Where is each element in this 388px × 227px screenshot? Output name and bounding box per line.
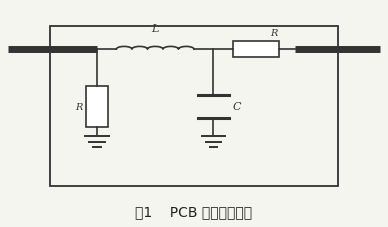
Text: C: C — [233, 102, 241, 112]
Text: R: R — [75, 102, 82, 111]
Text: R: R — [270, 29, 277, 37]
Text: 图1    PCB 走线等效电路: 图1 PCB 走线等效电路 — [135, 204, 253, 218]
Text: L: L — [151, 24, 159, 34]
Bar — [50, 27, 338, 186]
Bar — [86, 86, 108, 127]
Bar — [233, 42, 279, 58]
